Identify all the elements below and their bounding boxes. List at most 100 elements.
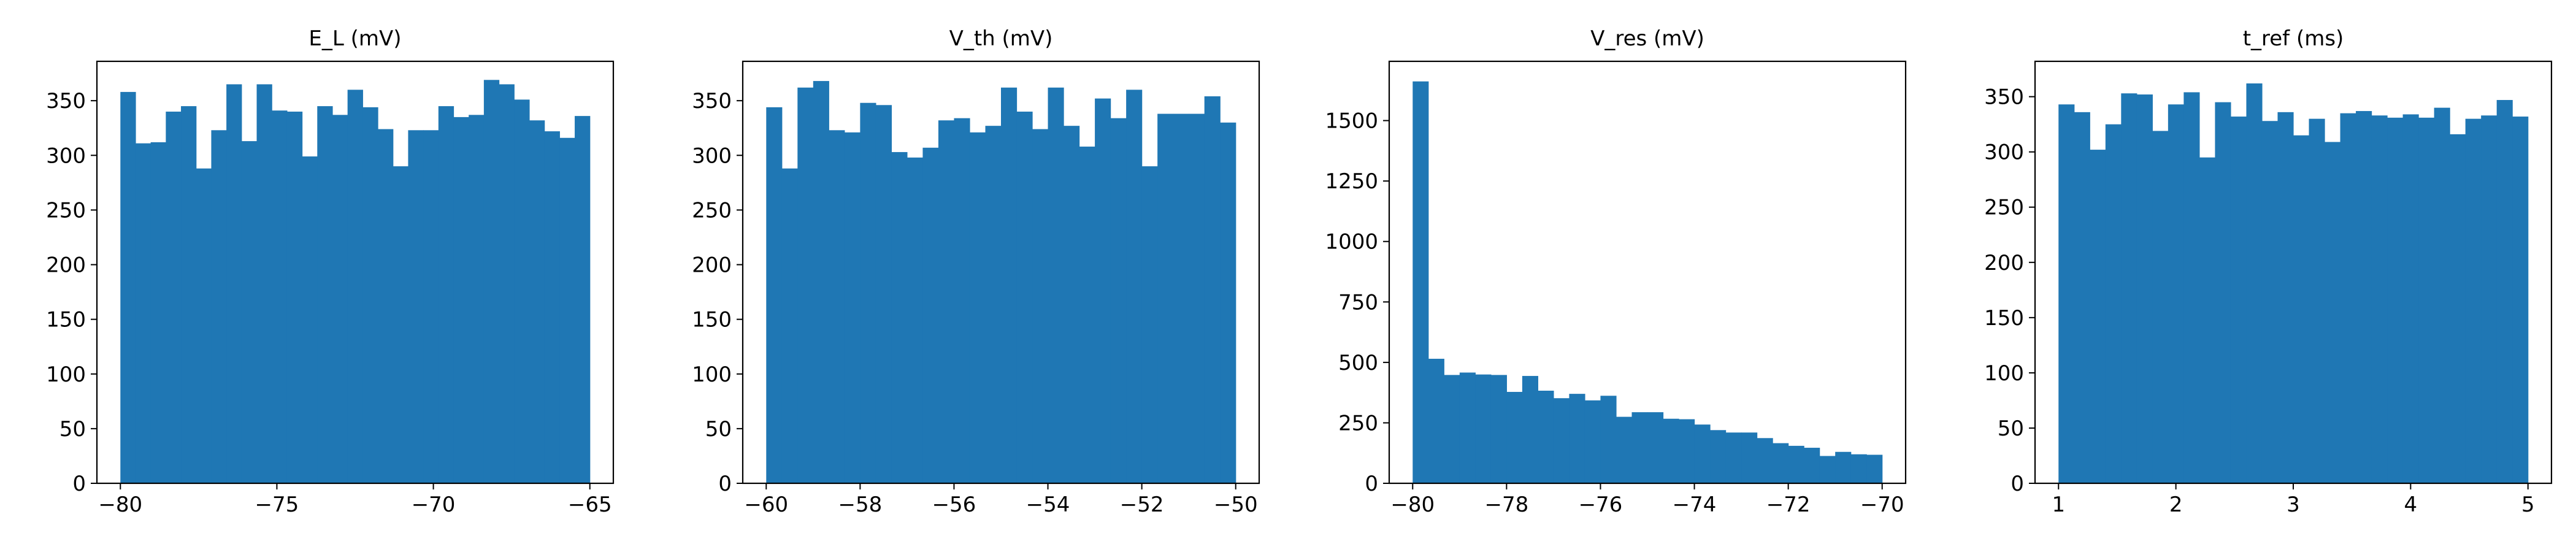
histogram-bar (954, 118, 970, 483)
histogram-bar (2418, 117, 2435, 484)
histogram-bar (1522, 375, 1538, 483)
histogram-bar (829, 130, 845, 483)
histogram-bar (544, 131, 560, 484)
histogram-bar (1710, 430, 1727, 483)
panel-title: t_ref (ms) (2243, 26, 2344, 51)
axes-frame (96, 60, 615, 485)
histogram-bar (2183, 92, 2200, 483)
histogram-bar (1016, 111, 1033, 484)
histogram-bar (766, 107, 783, 483)
y-tick-label: 250 (1338, 411, 1378, 435)
x-tick-label: −78 (1484, 493, 1528, 517)
histogram-bar (1204, 96, 1221, 484)
histogram-bar (938, 120, 955, 483)
axes-frame (1388, 60, 1907, 485)
histogram-bar (1428, 358, 1444, 483)
histogram-bar (1819, 456, 1836, 483)
histogram-bar (2215, 102, 2231, 484)
histogram-bar (2261, 121, 2279, 484)
histogram-bar (1694, 424, 1711, 483)
axes-frame (742, 60, 1260, 485)
histogram-bar (256, 84, 272, 483)
histogram-bar (2387, 117, 2404, 484)
histogram-bar (922, 147, 939, 483)
x-tick-label: −56 (932, 493, 976, 517)
histogram-bar (135, 143, 151, 483)
histogram-bar (1584, 400, 1601, 483)
histogram-bar (1141, 166, 1158, 484)
histogram-bar (875, 105, 892, 483)
y-tick-label: 100 (692, 362, 732, 387)
histogram-bar (166, 111, 182, 484)
x-tick-label: −75 (255, 493, 299, 517)
histogram-bar (2105, 124, 2122, 484)
histogram-bar (1459, 372, 1476, 483)
histogram-bar (2340, 113, 2356, 483)
histogram-bar (453, 117, 469, 483)
histogram-bar (1048, 87, 1064, 483)
y-tick-label: 200 (46, 253, 86, 278)
histogram-bar (1220, 122, 1236, 483)
histogram-bar (1095, 98, 1111, 483)
histogram-bar (2168, 104, 2184, 483)
histogram-bar (181, 106, 197, 484)
y-tick-label: 300 (692, 144, 732, 168)
histogram-bar (393, 166, 409, 484)
y-tick-label: 250 (46, 198, 86, 223)
histogram-bar (286, 111, 303, 484)
histogram-bar (2309, 118, 2325, 484)
histogram-bar (1663, 418, 1679, 483)
histogram-bar (1475, 374, 1492, 483)
x-tick-label: −76 (1579, 493, 1623, 517)
x-tick-label: 2 (2169, 493, 2183, 517)
histogram-bar (781, 168, 798, 483)
histogram-bar (347, 90, 363, 483)
histogram-bar (1757, 438, 1773, 483)
histogram-bar (1631, 412, 1648, 483)
y-tick-label: 50 (59, 417, 86, 442)
histogram-bar (1725, 432, 1742, 483)
histogram-bar (2152, 131, 2169, 484)
histogram-bar (1444, 375, 1460, 483)
histogram-bar (529, 120, 545, 483)
histogram-bar (575, 116, 591, 484)
histogram-bar (1866, 454, 1883, 483)
histogram-bar (1413, 81, 1429, 483)
histogram-bar (2293, 135, 2310, 483)
x-tick-label: −52 (1120, 493, 1164, 517)
y-tick-label: 50 (1998, 416, 2024, 441)
histogram-bar (302, 156, 318, 483)
histogram-bar (1001, 87, 1018, 483)
histogram-bar (2090, 150, 2106, 484)
histogram-bar (1157, 113, 1174, 484)
x-tick-label: −74 (1673, 493, 1717, 517)
histogram-bar (1064, 126, 1080, 483)
y-tick-label: 1000 (1325, 230, 1378, 255)
panel-title: V_th (mV) (949, 26, 1053, 51)
y-tick-label: 200 (1984, 251, 2024, 275)
y-tick-label: 750 (1338, 290, 1378, 315)
x-tick-label: −65 (568, 493, 612, 517)
histogram-bar (1189, 113, 1205, 484)
histogram-bar (1804, 448, 1820, 483)
histogram-bar (1569, 394, 1585, 483)
histogram-bar (1788, 445, 1804, 483)
histogram-bar (469, 115, 485, 483)
x-tick-label: 5 (2521, 493, 2535, 517)
x-tick-label: −70 (412, 493, 456, 517)
histogram-bar (2496, 100, 2513, 484)
histogram-bar (2136, 94, 2153, 483)
histogram-bar (2434, 107, 2450, 483)
histogram-bar (1538, 390, 1554, 483)
histogram-bar (1647, 412, 1664, 483)
histogram-bar (483, 80, 500, 483)
y-tick-label: 250 (692, 198, 732, 223)
histogram-bar (1616, 416, 1633, 483)
histogram-bar (362, 107, 378, 483)
histogram-bar (1741, 432, 1758, 483)
histogram-bar (272, 110, 288, 483)
y-tick-label: 150 (692, 308, 732, 332)
histogram-bar (1173, 113, 1189, 484)
histogram-bar (1506, 391, 1523, 483)
